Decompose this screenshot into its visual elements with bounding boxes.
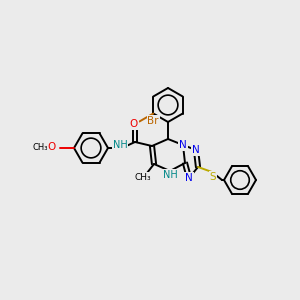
Text: NH: NH bbox=[112, 140, 128, 150]
Text: O: O bbox=[47, 142, 55, 152]
Text: O: O bbox=[130, 119, 138, 129]
Text: S: S bbox=[210, 172, 216, 182]
Text: N: N bbox=[185, 173, 193, 183]
Text: Br: Br bbox=[147, 116, 159, 125]
Text: N: N bbox=[192, 145, 200, 155]
Text: N: N bbox=[179, 140, 187, 150]
Text: NH: NH bbox=[163, 170, 177, 180]
Text: CH₃: CH₃ bbox=[135, 172, 151, 182]
Text: CH₃: CH₃ bbox=[32, 142, 48, 152]
